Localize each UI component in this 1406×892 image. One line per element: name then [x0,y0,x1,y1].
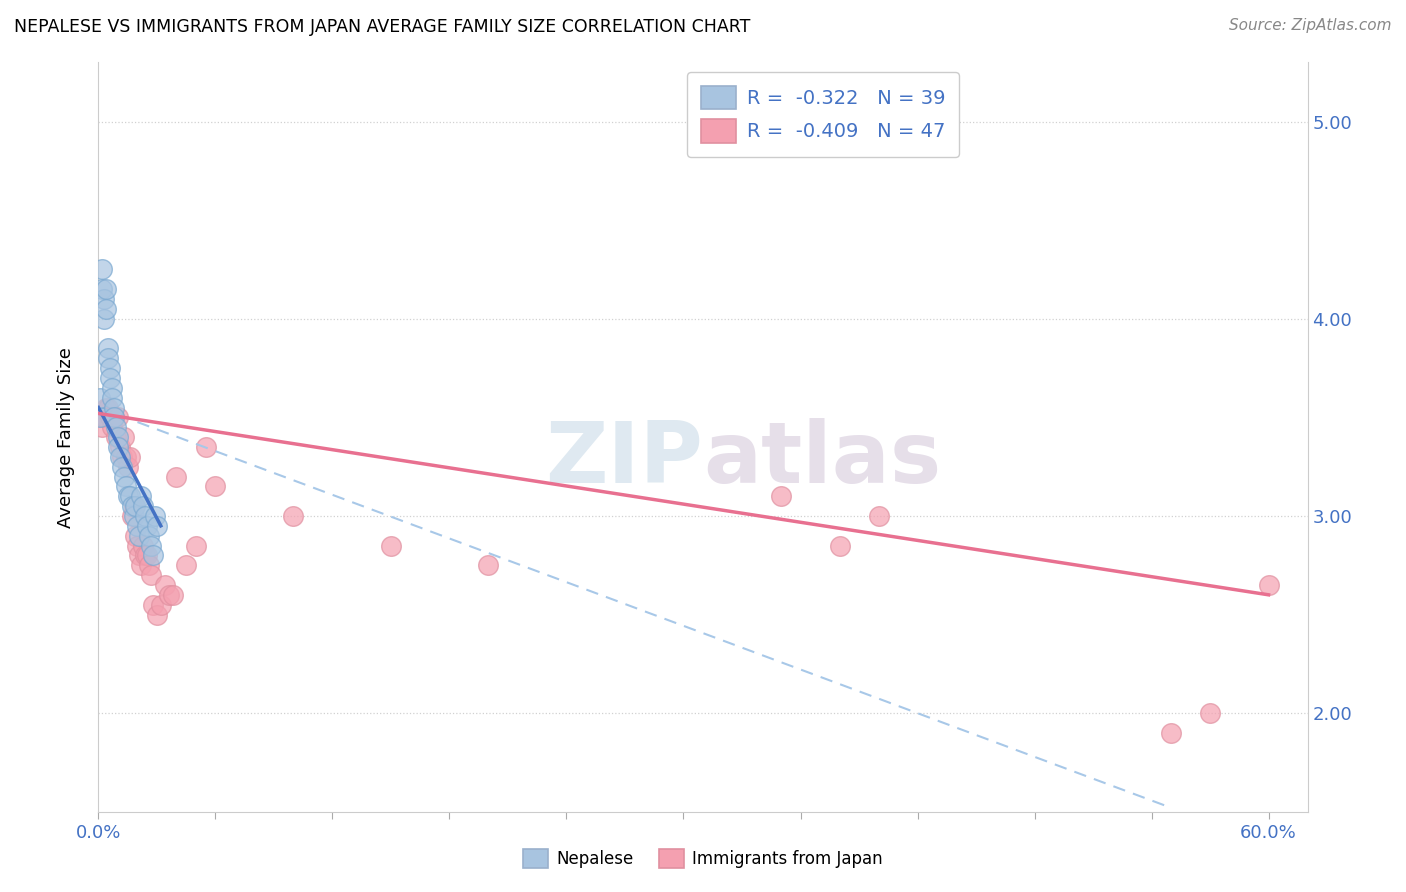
Point [97,351,120,366]
Point [107,410,129,425]
Point [101,420,124,434]
Point [103,401,125,415]
Point [132,499,155,513]
Point [134,508,156,523]
Text: NEPALESE VS IMMIGRANTS FROM JAPAN AVERAGE FAMILY SIZE CORRELATION CHART: NEPALESE VS IMMIGRANTS FROM JAPAN AVERAG… [14,18,751,36]
Point [112,430,135,444]
Point [98,410,121,425]
Point [96,301,118,316]
Point [89,410,111,425]
Point [97,401,120,415]
Point [118,489,141,503]
Point [124,529,146,543]
Point [149,598,172,612]
Point [101,381,124,395]
Point [1160,726,1182,740]
Point [98,361,121,376]
Point [139,568,162,582]
Point [128,549,150,563]
Point [828,539,851,553]
Text: atlas: atlas [703,418,941,501]
Point [162,588,184,602]
Point [142,549,165,563]
Point [97,342,120,356]
Point [117,459,139,474]
Point [138,529,160,543]
Point [128,529,150,543]
Point [380,539,402,553]
Point [194,440,217,454]
Point [184,539,207,553]
Point [101,391,124,405]
Point [127,518,149,533]
Point [117,489,139,503]
Point [96,401,118,415]
Point [93,410,115,425]
Point [114,450,136,464]
Point [107,440,129,454]
Point [114,479,136,493]
Legend: Nepalese, Immigrants from Japan: Nepalese, Immigrants from Japan [516,843,890,875]
Point [122,508,145,523]
Point [93,311,115,326]
Point [89,410,111,425]
Point [112,469,135,483]
Point [111,450,134,464]
Point [204,479,226,493]
Y-axis label: Average Family Size: Average Family Size [56,347,75,527]
Point [124,499,146,513]
Point [91,282,114,296]
Point [108,440,131,454]
Point [165,469,187,483]
Point [143,508,166,523]
Point [98,371,121,385]
Point [104,420,127,434]
Point [96,282,118,296]
Point [153,578,176,592]
Point [111,459,134,474]
Point [142,598,165,612]
Point [477,558,499,573]
Point [1257,578,1279,592]
Legend: R =  -0.322   N = 39, R =  -0.409   N = 47: R = -0.322 N = 39, R = -0.409 N = 47 [688,72,959,157]
Point [136,549,159,563]
Point [146,518,169,533]
Point [174,558,197,573]
Point [121,508,143,523]
Point [132,539,155,553]
Point [146,607,169,622]
Point [127,539,149,553]
Point [122,499,145,513]
Point [136,518,159,533]
Point [769,489,792,503]
Point [868,508,890,523]
Point [1199,706,1222,720]
Point [138,558,160,573]
Point [104,430,127,444]
Point [93,292,115,306]
Point [91,420,114,434]
Point [91,262,114,277]
Point [134,549,156,563]
Point [107,430,129,444]
Point [89,391,111,405]
Point [121,499,143,513]
Point [283,508,305,523]
Point [131,489,153,503]
Point [103,410,125,425]
Point [131,558,153,573]
Point [103,410,125,425]
Point [139,539,162,553]
Point [108,450,131,464]
Point [157,588,180,602]
Point [118,450,141,464]
Text: Source: ZipAtlas.com: Source: ZipAtlas.com [1229,18,1392,33]
Text: ZIP: ZIP [546,418,703,501]
